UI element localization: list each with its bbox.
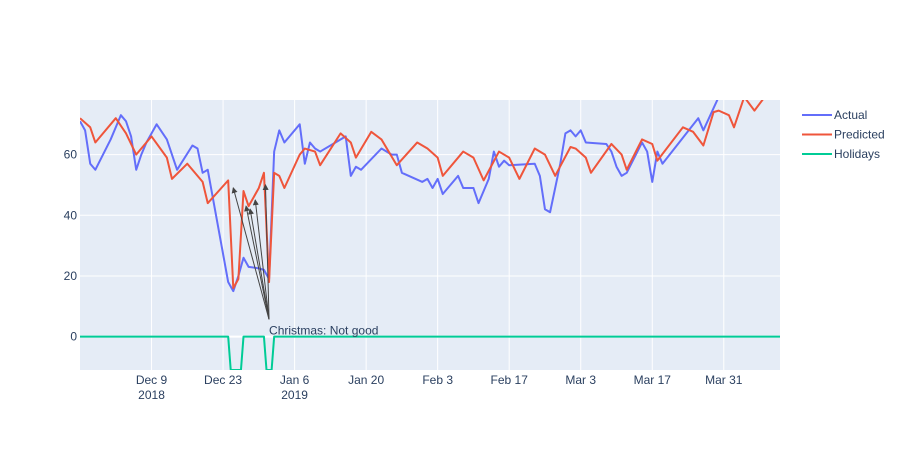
x-tick-label: Jan 20 (348, 373, 384, 387)
legend-item-predicted[interactable]: Predicted (802, 128, 885, 142)
x-tick-label: Mar 31 (705, 373, 743, 387)
series-line-holidays (80, 335, 780, 370)
y-tick-label: 20 (64, 269, 78, 283)
y-tick-label: 0 (70, 330, 77, 344)
annotation-arrow (248, 208, 270, 320)
x-tick-label: Dec 9 (136, 373, 168, 387)
legend-label: Holidays (834, 147, 880, 161)
legend-label: Predicted (834, 128, 885, 142)
x-tick-sublabel: 2018 (138, 388, 165, 402)
x-tick-label: Dec 23 (204, 373, 242, 387)
legend[interactable]: Actual Predicted Holidays (802, 108, 885, 161)
annotation-text: Christmas: Not good (269, 323, 378, 337)
annotation-arrow (231, 187, 270, 320)
annotation-arrow (262, 183, 270, 320)
y-tick-label: 60 (64, 148, 78, 162)
legend-item-holidays[interactable]: Holidays (802, 147, 880, 161)
series-line-predicted (80, 100, 764, 290)
x-tick-label: Jan 6 (280, 373, 310, 387)
x-tick-label: Feb 3 (422, 373, 453, 387)
legend-label: Actual (834, 108, 867, 122)
series-area (80, 100, 780, 370)
x-tick-sublabel: 2019 (281, 388, 308, 402)
plot-background (80, 100, 780, 370)
annotation-arrow (252, 199, 270, 320)
legend-item-actual[interactable]: Actual (802, 108, 867, 122)
x-tick-label: Mar 17 (634, 373, 672, 387)
y-axis: 0 20 40 60 (64, 148, 78, 344)
annotations: Christmas: Not good (231, 183, 378, 337)
x-tick-label: Feb 17 (491, 373, 529, 387)
series-line-actual (80, 100, 719, 293)
y-tick-label: 40 (64, 208, 78, 222)
x-tick-label: Mar 3 (565, 373, 596, 387)
annotation-arrow (244, 205, 270, 320)
